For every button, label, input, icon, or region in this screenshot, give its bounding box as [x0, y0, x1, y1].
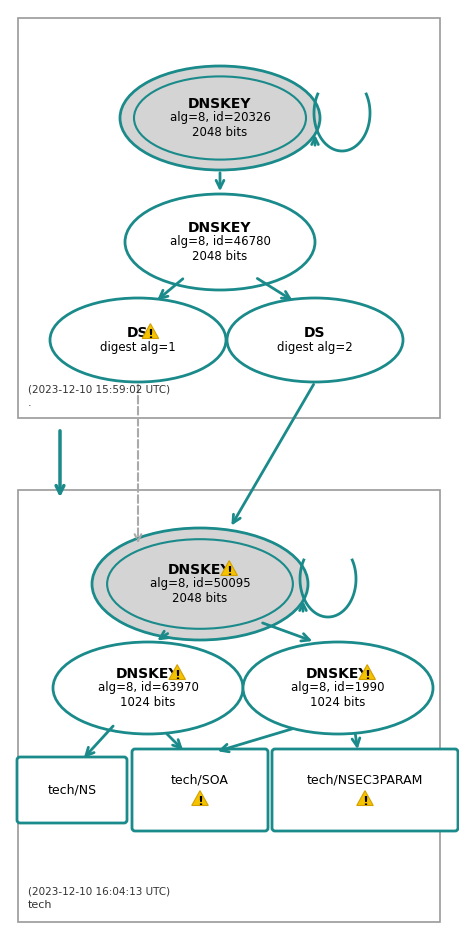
Text: 1024 bits: 1024 bits	[120, 696, 175, 709]
Text: digest alg=2: digest alg=2	[276, 340, 352, 353]
Text: 2048 bits: 2048 bits	[172, 591, 227, 604]
Text: tech/NS: tech/NS	[47, 784, 96, 796]
Text: (2023-12-10 16:04:13 UTC): (2023-12-10 16:04:13 UTC)	[28, 886, 170, 896]
Text: !: !	[147, 328, 153, 341]
Text: DS: DS	[127, 326, 148, 340]
Polygon shape	[168, 665, 185, 680]
Text: !: !	[174, 669, 180, 682]
Polygon shape	[220, 560, 237, 575]
Text: alg=8, id=63970: alg=8, id=63970	[97, 682, 198, 695]
Text: DNSKEY: DNSKEY	[188, 97, 251, 111]
Text: digest alg=1: digest alg=1	[100, 340, 175, 353]
FancyBboxPatch shape	[271, 749, 457, 831]
Text: alg=8, id=50095: alg=8, id=50095	[149, 577, 250, 590]
Text: tech: tech	[28, 900, 52, 910]
Text: DS: DS	[303, 326, 325, 340]
Polygon shape	[191, 791, 208, 806]
FancyBboxPatch shape	[18, 490, 439, 922]
Text: 1024 bits: 1024 bits	[310, 696, 365, 709]
Text: (2023-12-10 15:59:02 UTC): (2023-12-10 15:59:02 UTC)	[28, 384, 170, 394]
Text: DNSKEY: DNSKEY	[168, 563, 231, 577]
Text: alg=8, id=46780: alg=8, id=46780	[169, 236, 270, 248]
Polygon shape	[356, 791, 372, 806]
Text: DNSKEY: DNSKEY	[116, 667, 179, 681]
Ellipse shape	[107, 540, 292, 629]
Ellipse shape	[50, 298, 225, 382]
Text: alg=8, id=20326: alg=8, id=20326	[169, 112, 270, 124]
Text: !: !	[226, 565, 232, 578]
Text: .: .	[28, 398, 32, 408]
Text: 2048 bits: 2048 bits	[192, 126, 247, 138]
Ellipse shape	[92, 528, 308, 640]
Text: DNSKEY: DNSKEY	[306, 667, 369, 681]
Text: tech/NSEC3PARAM: tech/NSEC3PARAM	[306, 774, 422, 787]
Ellipse shape	[53, 642, 242, 734]
Text: !: !	[361, 795, 367, 808]
Ellipse shape	[242, 642, 432, 734]
Text: DNSKEY: DNSKEY	[188, 221, 251, 235]
FancyBboxPatch shape	[132, 749, 268, 831]
Text: alg=8, id=1990: alg=8, id=1990	[291, 682, 384, 695]
Text: !: !	[196, 795, 202, 808]
Ellipse shape	[120, 66, 319, 170]
FancyBboxPatch shape	[17, 757, 127, 823]
Polygon shape	[358, 665, 375, 680]
Text: !: !	[364, 669, 369, 682]
FancyBboxPatch shape	[18, 18, 439, 418]
Text: 2048 bits: 2048 bits	[192, 249, 247, 262]
Polygon shape	[142, 323, 158, 338]
Ellipse shape	[125, 194, 314, 290]
Ellipse shape	[134, 76, 305, 160]
Text: tech/SOA: tech/SOA	[171, 774, 229, 787]
Ellipse shape	[226, 298, 402, 382]
